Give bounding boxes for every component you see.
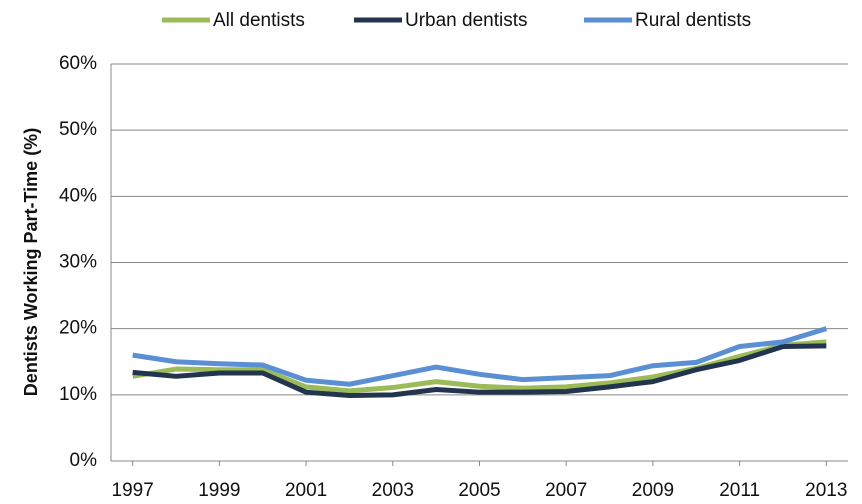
y-tick-label: 30% bbox=[59, 252, 97, 273]
series-line bbox=[132, 343, 827, 398]
legend-label: All dentists bbox=[213, 10, 305, 31]
x-tick-label: 2009 bbox=[632, 480, 674, 501]
x-tick-label: 2011 bbox=[719, 480, 760, 501]
legend-label: Urban dentists bbox=[405, 10, 528, 31]
y-tick-label: 40% bbox=[59, 185, 97, 206]
x-tick-label: 2007 bbox=[545, 480, 587, 501]
y-axis-label: Dentists Working Part-Time (%) bbox=[21, 128, 41, 396]
x-tick-label: 1999 bbox=[198, 480, 240, 501]
x-tick-label: 2013 bbox=[805, 480, 847, 501]
x-tick-label: 1997 bbox=[112, 480, 154, 501]
y-tick-label: 10% bbox=[59, 384, 97, 405]
y-tick-label: 0% bbox=[70, 450, 98, 471]
x-tick-label: 2003 bbox=[372, 480, 414, 501]
x-tick-label: 2005 bbox=[458, 480, 500, 501]
y-tick-label: 50% bbox=[59, 119, 97, 140]
y-tick-label: 60% bbox=[59, 53, 97, 74]
series-line bbox=[132, 326, 828, 387]
legend-label: Rural dentists bbox=[635, 10, 751, 31]
y-tick-label: 20% bbox=[59, 318, 97, 339]
x-tick-label: 2001 bbox=[285, 480, 327, 501]
